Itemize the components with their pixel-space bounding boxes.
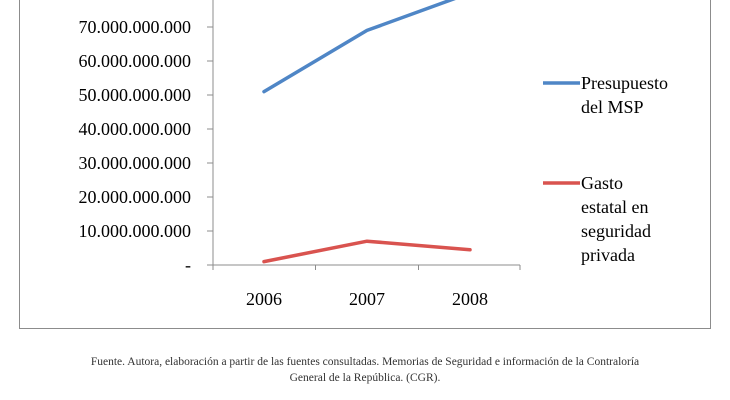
- y-tick-label: 60.000.000.000: [79, 51, 192, 71]
- legend-label: seguridad: [581, 221, 651, 241]
- series-line-2: [262, 239, 472, 264]
- legend-label: Gasto: [581, 173, 623, 193]
- legend-label: estatal en: [581, 197, 648, 217]
- line-chart: - 10.000.000.000 20.000.000.000 30.000.000.…: [79, 0, 668, 309]
- x-tick-label: 2007: [349, 289, 385, 309]
- legend-label: Presupuesto: [581, 73, 668, 93]
- y-tick-label: 50.000.000.000: [79, 85, 192, 105]
- legend-label: del MSP: [581, 97, 644, 117]
- y-tick-label: -: [185, 255, 191, 275]
- y-tick-label: 20.000.000.000: [79, 187, 192, 207]
- y-tick-label: 10.000.000.000: [79, 221, 192, 241]
- caption-line-1: Fuente. Autora, elaboración a partir de …: [90, 356, 640, 368]
- y-tick-label: 40.000.000.000: [79, 119, 192, 139]
- x-tick-label: 2006: [246, 289, 282, 309]
- y-tick-label: 70.000.000.000: [79, 17, 192, 37]
- y-tick-label: 80.000.000.000: [79, 0, 192, 3]
- x-tick-label: 2008: [452, 289, 488, 309]
- caption-line-2: General de la República. (CGR).: [289, 372, 441, 384]
- legend-label: privada: [581, 245, 635, 265]
- chart-frame: - 10.000.000.000 20.000.000.000 30.000.000.…: [19, 0, 711, 329]
- series-line-1: [262, 0, 456, 94]
- figure-caption: Fuente. Autora, elaboración a partir de …: [0, 354, 730, 386]
- y-tick-label: 30.000.000.000: [79, 153, 192, 173]
